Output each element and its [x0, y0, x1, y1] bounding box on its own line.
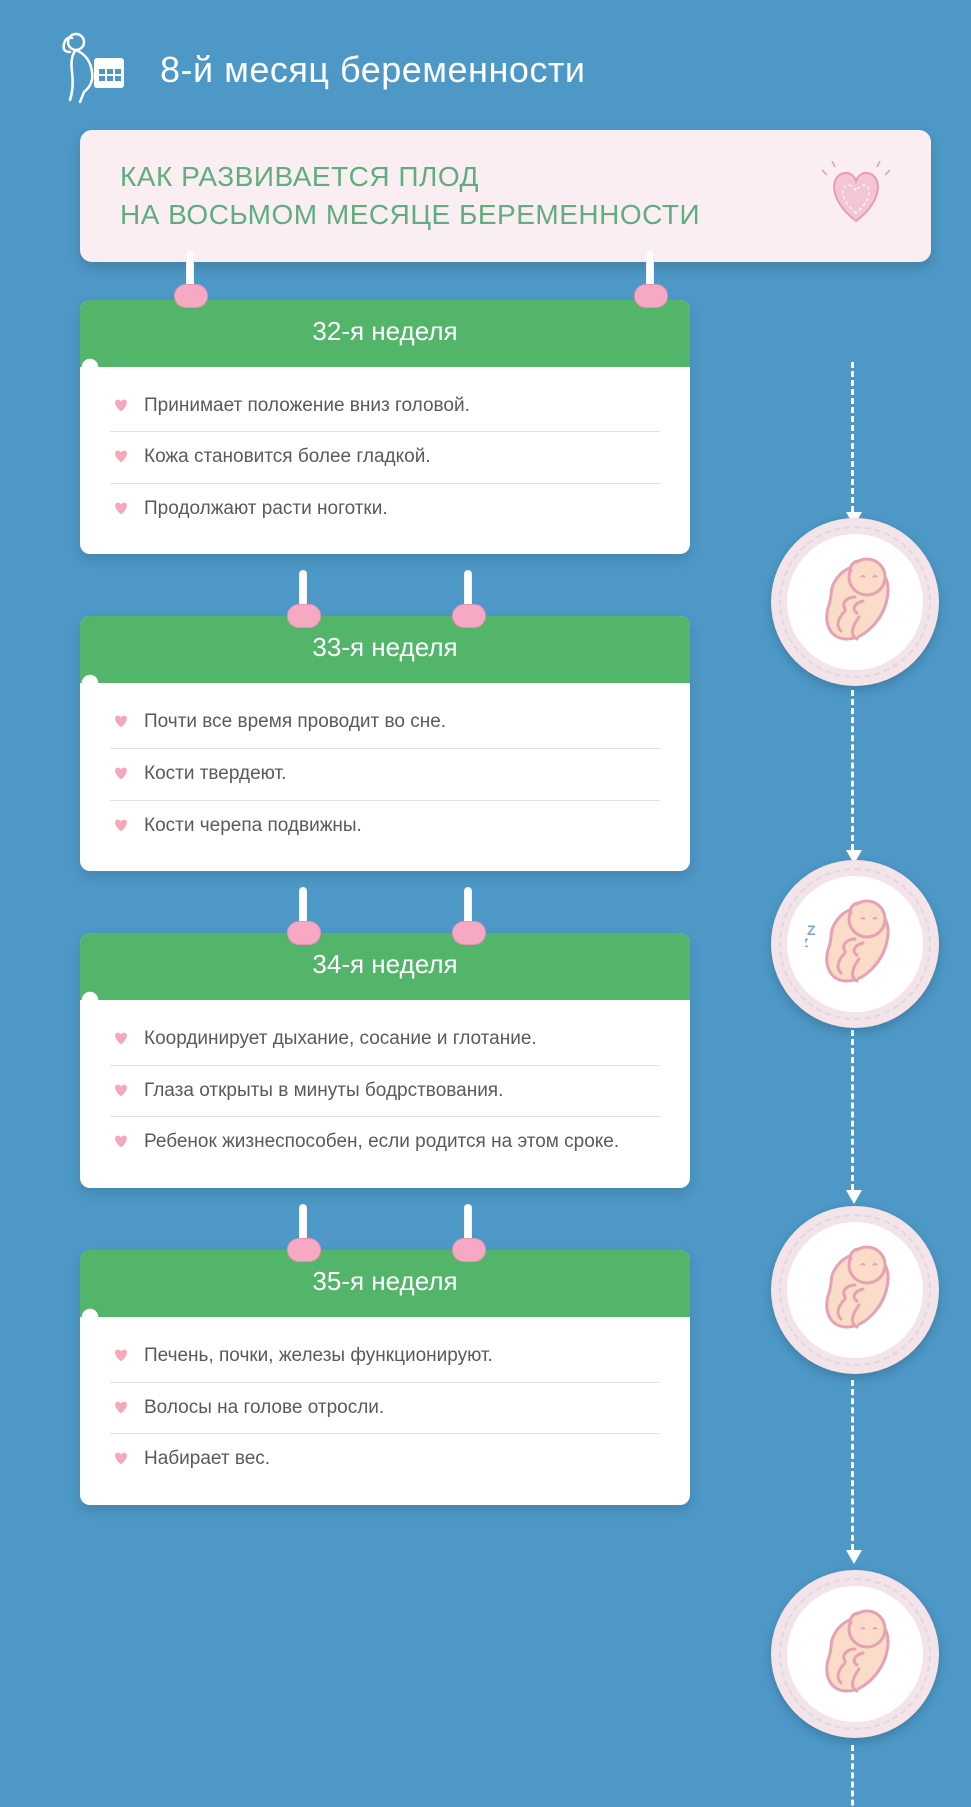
heart-bullet-icon [112, 1398, 130, 1416]
binder-clip-icon [630, 254, 670, 310]
bullet-item: Кожа становится более гладкой. [110, 432, 660, 484]
intro-line1: Как развивается плод [120, 158, 700, 196]
pregnant-woman-icon [50, 30, 130, 110]
bullet-item: Глаза открыты в минуты бодрствования. [110, 1066, 660, 1118]
heart-bullet-icon [112, 712, 130, 730]
heart-icon [821, 161, 891, 231]
fetus-badge [771, 1570, 939, 1738]
binder-clip-icon [448, 891, 488, 947]
infographic-page: 8-й месяц беременности Как развивается п… [0, 0, 971, 1807]
heart-bullet-icon [112, 447, 130, 465]
bullet-text: Ребенок жизнеспособен, если родится на э… [144, 1129, 619, 1156]
heart-bullet-icon [112, 396, 130, 414]
svg-text:Z: Z [807, 922, 816, 938]
bullet-text: Набирает вес. [144, 1446, 270, 1473]
week-card: 35-я неделя Печень, почки, железы функци… [80, 1250, 690, 1505]
intro-line2: на восьмом месяце беременности [120, 196, 700, 234]
bullet-item: Набирает вес. [110, 1434, 660, 1485]
week-body: Координирует дыхание, сосание и глотание… [80, 1000, 690, 1188]
heart-bullet-icon [112, 499, 130, 517]
fetus-badge [771, 1206, 939, 1374]
scallop-divider [80, 669, 690, 683]
bullet-item: Координирует дыхание, сосание и глотание… [110, 1014, 660, 1066]
week-card: 32-я неделя Принимает положение вниз гол… [80, 300, 690, 555]
bullet-text: Почти все время проводит во сне. [144, 709, 446, 736]
scallop-divider [80, 353, 690, 367]
week-body: Почти все время проводит во сне. Кости т… [80, 683, 690, 871]
week-card: 34-я неделя Координирует дыхание, сосани… [80, 933, 690, 1188]
week-card: 33-я неделя Почти все время проводит во … [80, 616, 690, 871]
timeline-segment [851, 1745, 854, 1807]
bullet-text: Волосы на голове отросли. [144, 1395, 384, 1422]
arrow-down-icon [846, 1550, 862, 1564]
bullet-text: Кости черепа подвижны. [144, 813, 362, 840]
bullet-item: Принимает положение вниз головой. [110, 381, 660, 433]
bullet-text: Глаза открыты в минуты бодрствования. [144, 1078, 503, 1105]
binder-clip-icon [448, 1208, 488, 1264]
bullet-text: Продолжают расти ноготки. [144, 496, 388, 523]
page-title: 8-й месяц беременности [160, 49, 585, 91]
bullet-item: Продолжают расти ноготки. [110, 484, 660, 535]
week-binder-row [80, 574, 690, 624]
week-body: Принимает положение вниз головой. Кожа с… [80, 367, 690, 555]
bullet-text: Координирует дыхание, сосание и глотание… [144, 1026, 537, 1053]
heart-bullet-icon [112, 1449, 130, 1467]
bullet-text: Принимает положение вниз головой. [144, 393, 470, 420]
binder-clip-icon [448, 574, 488, 630]
intro-text: Как развивается плод на восьмом месяце б… [120, 158, 700, 234]
intro-card: Как развивается плод на восьмом месяце б… [80, 130, 931, 262]
heart-bullet-icon [112, 1346, 130, 1364]
scallop-divider [80, 1303, 690, 1317]
heart-bullet-icon [112, 764, 130, 782]
bullet-item: Кости твердеют. [110, 749, 660, 801]
week-binder-row [80, 891, 690, 941]
page-header: 8-й месяц беременности [0, 0, 971, 130]
binder-clip-icon [283, 1208, 323, 1264]
bullet-item: Ребенок жизнеспособен, если родится на э… [110, 1117, 660, 1168]
scallop-divider [80, 986, 690, 1000]
bullet-item: Кости черепа подвижны. [110, 801, 660, 852]
svg-text:Z: Z [805, 936, 808, 950]
content-area: Как развивается плод на восьмом месяце б… [0, 130, 971, 1565]
binder-clip-icon [283, 574, 323, 630]
bullet-item: Печень, почки, железы функционируют. [110, 1331, 660, 1383]
heart-bullet-icon [112, 1132, 130, 1150]
heart-bullet-icon [112, 1029, 130, 1047]
fetus-badge [771, 518, 939, 686]
bullet-item: Волосы на голове отросли. [110, 1383, 660, 1435]
fetus-badge: Z Z Z [771, 860, 939, 1028]
week-body: Печень, почки, железы функционируют. Вол… [80, 1317, 690, 1505]
week-binder-row [80, 1208, 690, 1258]
intro-binder-row [80, 254, 931, 310]
bullet-text: Кости твердеют. [144, 761, 286, 788]
heart-bullet-icon [112, 816, 130, 834]
bullet-text: Кожа становится более гладкой. [144, 444, 431, 471]
binder-clip-icon [283, 891, 323, 947]
binder-clip-icon [170, 254, 210, 310]
heart-bullet-icon [112, 1081, 130, 1099]
bullet-text: Печень, почки, железы функционируют. [144, 1343, 493, 1370]
bullet-item: Почти все время проводит во сне. [110, 697, 660, 749]
